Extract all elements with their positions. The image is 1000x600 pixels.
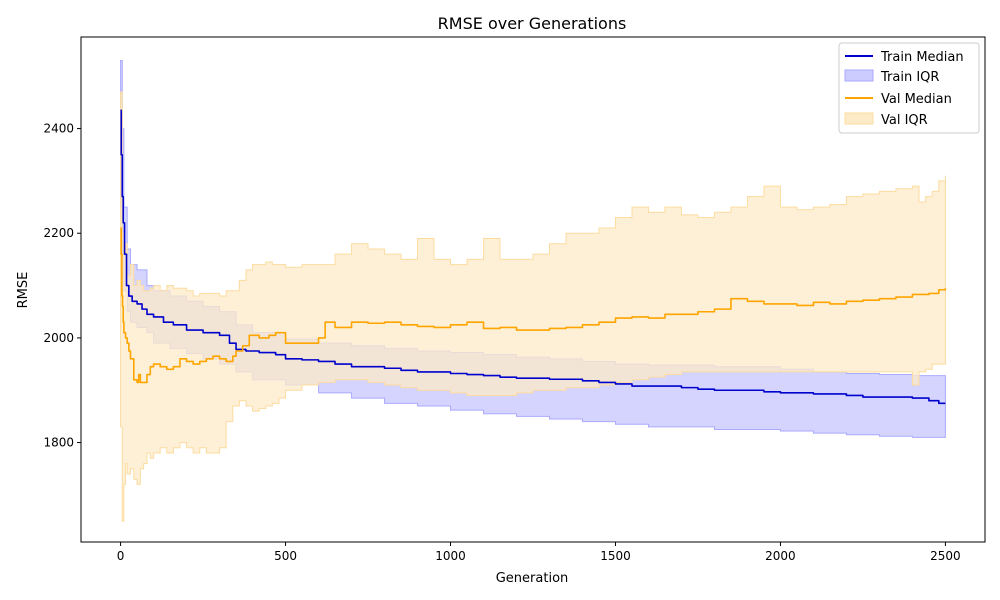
- legend-val-median-label: Val Median: [881, 92, 952, 107]
- val-iqr-band: [120, 91, 946, 522]
- y-axis: 1800 2000 2200 2400: [43, 122, 81, 450]
- legend-train-iqr-label: Train IQR: [880, 70, 939, 85]
- val-median-line: [120, 227, 947, 384]
- plot-frame: [80, 36, 986, 543]
- legend-train-median-label: Train Median: [880, 50, 964, 65]
- plot-bands: [120, 60, 946, 522]
- train-median-line: [120, 109, 946, 405]
- x-tick-label: 0: [117, 549, 125, 563]
- x-tick-label: 500: [274, 549, 297, 563]
- legend-val-iqr-swatch: [844, 112, 874, 125]
- legend-box: [838, 42, 980, 134]
- x-tick-label: 2000: [765, 549, 796, 563]
- legend: Train Median Train IQR Val Median Val IQ…: [838, 42, 980, 134]
- x-tick-label: 1500: [600, 549, 631, 563]
- y-tick-label: 2200: [43, 226, 74, 240]
- x-tick-label: 2500: [930, 549, 961, 563]
- plot-lines: [120, 109, 947, 405]
- chart-title: RMSE over Generations: [438, 14, 627, 33]
- y-tick-label: 1800: [43, 436, 74, 450]
- legend-train-iqr-swatch: [844, 69, 874, 82]
- legend-val-iqr-label: Val IQR: [881, 113, 928, 128]
- y-tick-label: 2000: [43, 331, 74, 345]
- x-axis-label: Generation: [496, 571, 569, 586]
- x-axis: 0 500 1000 1500 2000 2500: [117, 542, 961, 563]
- y-axis-label: RMSE: [16, 272, 31, 309]
- y-tick-label: 2400: [43, 122, 74, 136]
- x-tick-label: 1000: [435, 549, 466, 563]
